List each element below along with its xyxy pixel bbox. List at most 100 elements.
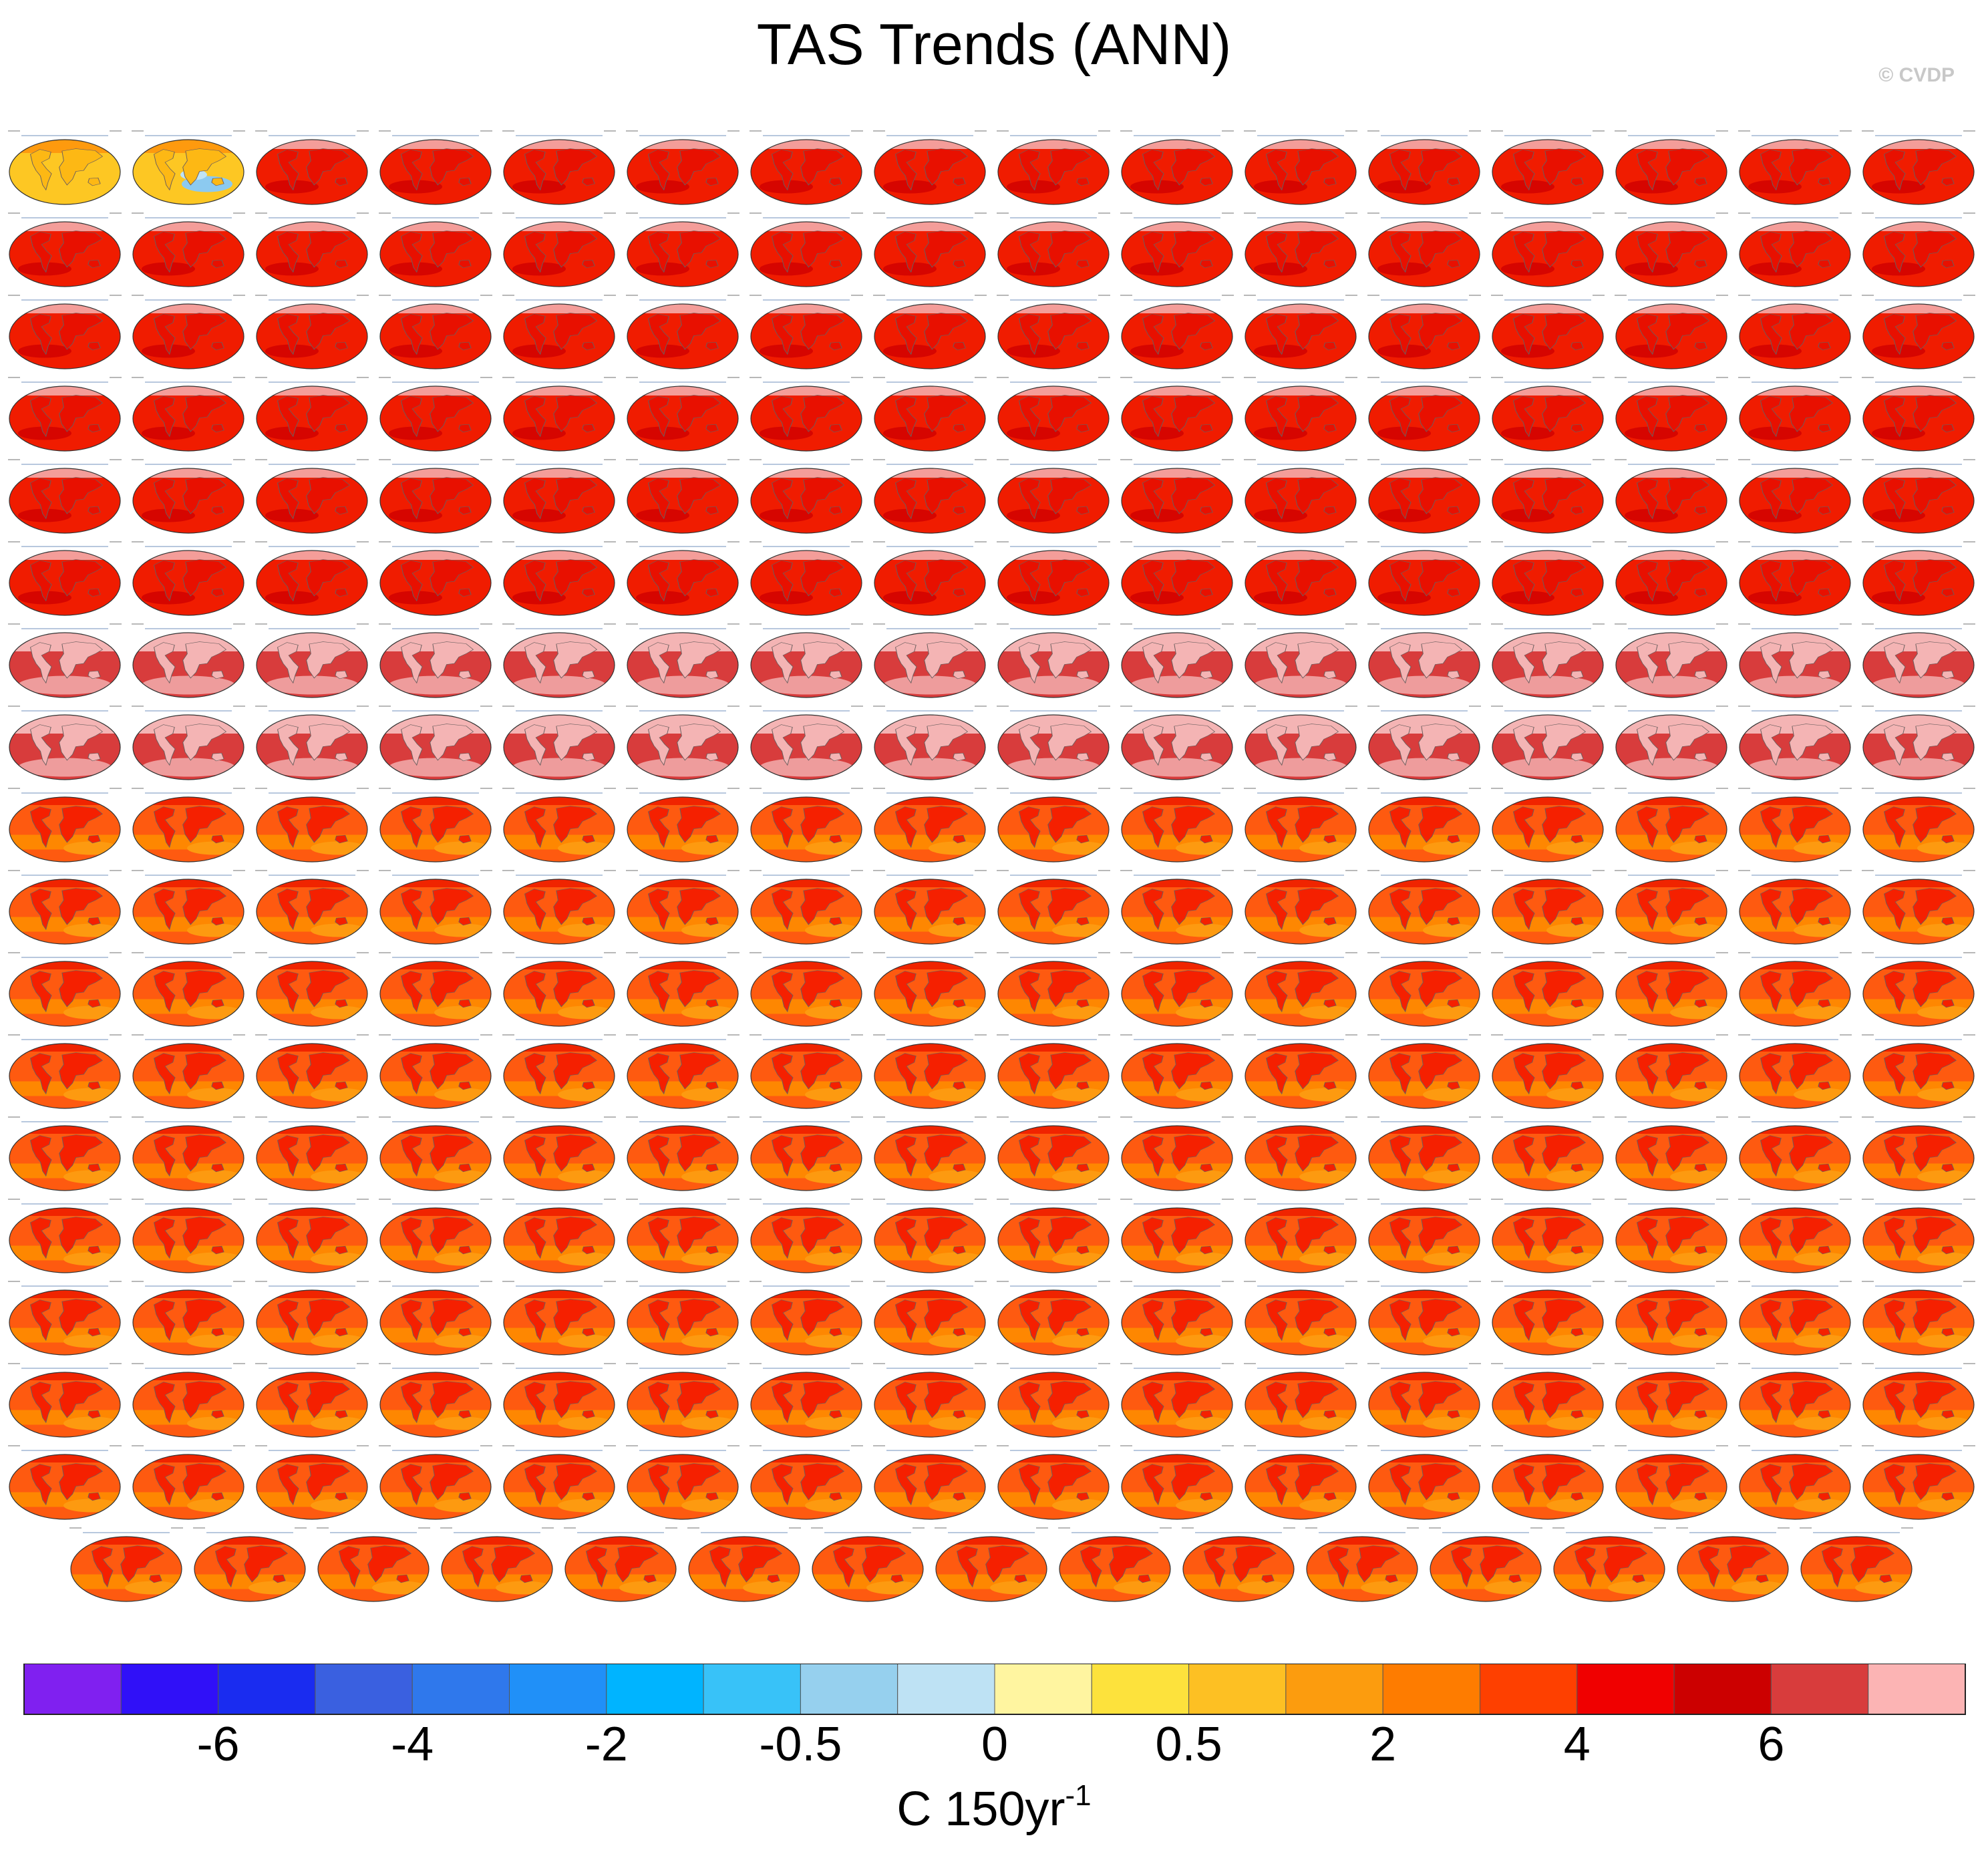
panel-caption <box>1381 135 1468 136</box>
panel-period-label <box>1615 130 1627 132</box>
map-panel <box>997 870 1110 945</box>
panel-period-label <box>379 952 391 953</box>
panel-period-label <box>1862 377 1874 378</box>
map-panel <box>1862 870 1975 945</box>
panel-period-label <box>626 1363 638 1364</box>
panel-stat-label <box>357 295 369 296</box>
panel-period-label <box>1120 870 1132 871</box>
panel-period-label <box>1120 1034 1132 1036</box>
map-border <box>1121 714 1233 780</box>
map-border <box>256 385 368 452</box>
map-border <box>750 1372 862 1438</box>
panel-period-label <box>502 130 514 132</box>
panel-period-label <box>873 706 885 707</box>
map-panel <box>502 1445 616 1520</box>
panel-caption <box>145 1285 232 1287</box>
panel-period-label <box>1244 1281 1256 1282</box>
panel-caption <box>1010 792 1097 794</box>
map-fill <box>504 715 615 780</box>
map-panel <box>8 295 122 369</box>
panel-period-label <box>1615 706 1627 707</box>
panel-caption <box>1628 381 1715 383</box>
panel-caption <box>516 546 603 547</box>
panel-period-label <box>1367 1363 1379 1364</box>
panel-caption <box>1752 381 1838 383</box>
panel-caption <box>1381 957 1468 958</box>
panel-caption <box>886 1368 973 1369</box>
panel-stat-label <box>1222 295 1234 296</box>
panel-period-label <box>1491 1116 1503 1118</box>
map-panel <box>750 1445 863 1520</box>
panel-caption <box>269 299 355 301</box>
map-fill <box>380 1208 491 1273</box>
colorbar-box <box>1382 1664 1480 1715</box>
panel-period-label <box>132 1034 144 1036</box>
panel-caption <box>1504 464 1591 465</box>
panel-caption <box>639 628 726 629</box>
map-panel <box>502 952 616 1027</box>
map-border <box>503 1454 615 1520</box>
panel-stat-label <box>975 1363 987 1364</box>
map-fill <box>627 551 738 615</box>
panel-caption <box>21 381 108 383</box>
map-border <box>627 1207 739 1273</box>
panel-caption <box>145 464 232 465</box>
panel-period-label <box>1491 377 1503 378</box>
map-fill <box>1245 1126 1356 1191</box>
map-panel <box>1738 952 1852 1027</box>
map-fill <box>1863 1454 1974 1519</box>
map-border <box>1739 550 1851 616</box>
panel-caption <box>639 217 726 218</box>
panel-stat-label <box>110 1363 122 1364</box>
panel-stat-label <box>1840 788 1852 789</box>
panel-period-label <box>997 1034 1009 1036</box>
colorbar-box <box>120 1664 219 1715</box>
panel-caption <box>145 710 232 712</box>
panel-stat-label <box>1963 1445 1975 1446</box>
panel-caption <box>516 135 603 136</box>
map-panel <box>1615 212 1728 287</box>
map-panel <box>1367 295 1481 369</box>
panel-caption <box>763 1285 850 1287</box>
map-border <box>627 468 739 534</box>
map-fill <box>1740 386 1850 451</box>
panel-period-label <box>997 788 1009 789</box>
panel-period-label <box>750 1199 762 1200</box>
map-fill <box>1740 551 1850 615</box>
map-border <box>750 796 862 863</box>
map-border <box>132 632 244 698</box>
map-fill <box>380 715 491 780</box>
map-panel <box>1120 1445 1234 1520</box>
panel-stat-label <box>1593 952 1605 953</box>
panel-caption <box>1134 1039 1220 1040</box>
map-panel <box>1367 706 1481 780</box>
map-panel <box>997 1281 1110 1356</box>
map-panel <box>873 212 987 287</box>
map-panel <box>626 1281 739 1356</box>
map-fill <box>1616 797 1727 862</box>
panel-caption <box>1875 546 1962 547</box>
panel-period-label <box>255 1034 267 1036</box>
panel-period-label <box>8 377 20 378</box>
panel-period-label <box>1738 459 1750 460</box>
map-fill <box>257 1454 367 1519</box>
panel-period-label <box>132 1116 144 1118</box>
map-fill <box>257 715 367 780</box>
map-panel <box>1120 1116 1234 1191</box>
panel-caption <box>269 792 355 794</box>
panel-stat-label <box>1778 1527 1790 1529</box>
panel-period-label <box>132 212 144 214</box>
map-border <box>1245 1289 1357 1356</box>
panel-period-label <box>626 459 638 460</box>
panel-period-label <box>8 130 20 132</box>
map-panel <box>873 1034 987 1109</box>
map-fill <box>874 222 985 287</box>
panel-period-label <box>8 459 20 460</box>
map-panel <box>379 1116 492 1191</box>
panel-caption <box>1442 1532 1529 1533</box>
panel-caption <box>1381 628 1468 629</box>
map-fill <box>133 797 244 862</box>
panel-stat-label <box>604 870 616 871</box>
map-panel <box>1738 1445 1852 1520</box>
panel-caption <box>1381 1039 1468 1040</box>
